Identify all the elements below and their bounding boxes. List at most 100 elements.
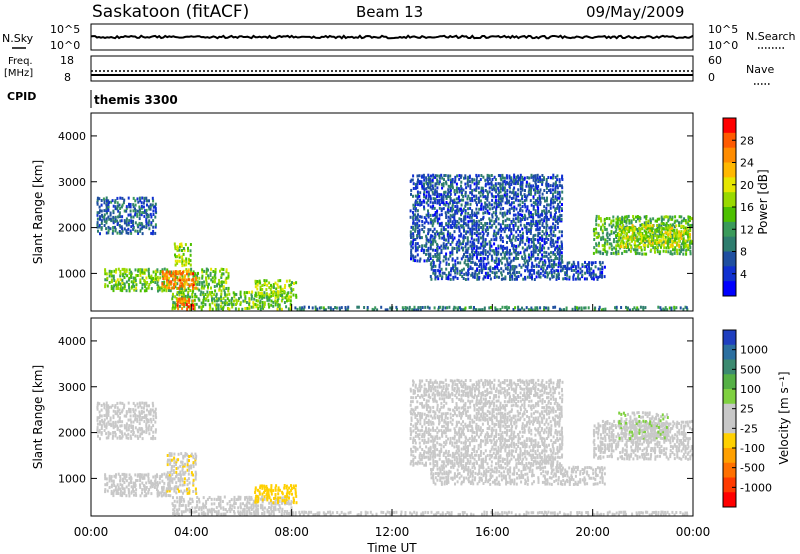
velocity-cell [96,405,99,409]
power-cell [511,191,514,195]
power-cell [525,182,528,186]
power-cell [632,248,635,252]
power-cell [518,271,521,274]
velocity-cell [103,414,106,418]
power-cell [534,186,537,190]
power-cell [500,203,503,207]
power-cell [654,239,657,243]
power-cell [443,178,445,182]
power-cell [671,252,674,256]
power-cell [184,294,187,298]
velocity-cell [96,403,99,407]
velocity-cell [226,510,229,514]
power-cell [593,231,596,235]
power-cell [456,174,459,178]
velocity-cell [277,488,280,492]
power-cell [541,224,544,228]
power-cell [532,174,535,178]
power-cell [622,243,625,246]
power-cell [621,251,624,255]
power-cell [366,306,369,309]
power-cell [632,215,635,218]
power-cell [550,251,552,255]
velocity-cell [180,460,183,464]
power-cell [510,206,513,210]
velocity-cell [186,483,189,487]
power-cell [497,250,500,254]
power-cell [452,263,455,267]
power-cell [685,306,688,310]
power-cell [595,250,598,254]
power-cell [470,191,473,194]
velocity-cell [257,499,260,503]
velocity-cell [194,489,197,493]
power-cell [433,218,436,222]
power-cell [431,259,434,263]
power-cell [482,249,485,253]
power-cell [553,271,556,275]
power-cell [176,305,179,309]
power-cell [473,227,476,231]
power-cell [448,305,451,309]
velocity-cell [192,478,195,482]
power-cell [639,229,642,233]
power-cell [460,232,463,236]
power-cell [547,217,550,221]
power-cell [449,243,452,246]
power-cell [680,246,683,249]
power-cell [649,224,652,228]
power-cell [445,222,448,226]
velocity-cell [115,492,118,495]
velocity-cell [217,512,220,516]
power-cell [565,271,568,274]
power-cell [105,196,108,200]
power-cell [437,269,440,273]
power-cell [654,228,657,232]
power-cell [504,277,507,281]
power-cell [479,263,481,267]
power-cell [451,182,454,186]
power-cell [432,265,435,269]
power-cell [529,269,532,273]
power-cell [156,275,159,279]
velocity-cell [182,456,185,460]
velocity-cell [175,460,178,464]
power-cell [137,231,140,235]
power-cell [182,252,185,256]
velocity-cell [188,468,190,472]
power-cell [438,252,441,256]
power-cell [534,244,537,248]
power-cell [516,217,519,221]
power-cell [286,299,288,303]
power-cell [158,286,161,290]
power-cell [134,279,137,282]
power-cell [439,305,442,309]
power-cell [671,226,673,230]
power-cell [136,197,139,201]
power-cell [195,302,198,306]
power-cell [643,225,646,229]
power-cell [147,205,150,209]
power-cell [577,265,580,269]
power-cell [566,269,568,273]
power-cell [105,221,108,225]
power-cell [484,244,487,248]
velocity-cell [139,432,142,436]
power-cell [187,249,189,253]
velocity-cell [274,496,277,500]
power-cell [545,211,548,215]
power-cell [534,233,537,237]
power-cell [689,246,692,250]
power-cell [527,244,530,248]
power-cell [550,228,553,232]
power-cell [481,240,484,244]
power-cell [168,276,171,280]
power-cell [506,224,509,227]
power-cell [197,297,200,301]
power-cell [125,209,128,213]
power-cell [460,218,463,221]
power-cell [521,197,524,201]
velocity-cell [135,493,138,497]
power-cell [438,201,441,205]
power-cell [178,245,181,249]
